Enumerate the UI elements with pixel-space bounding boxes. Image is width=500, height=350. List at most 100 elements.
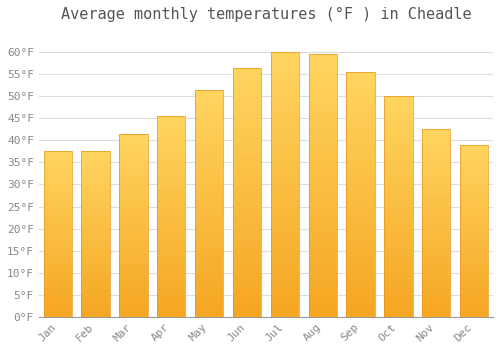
Bar [460, 310, 488, 312]
Bar [460, 145, 488, 147]
Bar [308, 73, 337, 75]
Bar [44, 203, 72, 204]
Bar [270, 227, 299, 230]
Bar [119, 315, 148, 317]
Bar [384, 147, 412, 149]
Bar [119, 299, 148, 300]
Bar [384, 182, 412, 184]
Bar [195, 142, 224, 144]
Bar [384, 310, 412, 313]
Bar [233, 172, 261, 175]
Bar [422, 251, 450, 253]
Bar [195, 310, 224, 312]
Bar [157, 178, 186, 180]
Bar [346, 92, 375, 94]
Bar [119, 257, 148, 258]
Bar [308, 120, 337, 122]
Bar [44, 181, 72, 183]
Bar [270, 269, 299, 272]
Bar [119, 223, 148, 225]
Bar [346, 148, 375, 150]
Bar [82, 257, 110, 259]
Bar [119, 163, 148, 165]
Bar [384, 248, 412, 251]
Bar [44, 310, 72, 312]
Bar [384, 136, 412, 138]
Bar [346, 75, 375, 77]
Bar [119, 176, 148, 178]
Bar [157, 226, 186, 229]
Bar [82, 229, 110, 231]
Bar [82, 158, 110, 160]
Bar [422, 225, 450, 227]
Bar [157, 237, 186, 239]
Bar [119, 134, 148, 135]
Bar [308, 204, 337, 206]
Bar [195, 292, 224, 294]
Bar [270, 100, 299, 103]
Bar [233, 245, 261, 247]
Bar [82, 206, 110, 208]
Bar [384, 279, 412, 281]
Bar [308, 94, 337, 96]
Bar [422, 231, 450, 232]
Bar [308, 236, 337, 238]
Bar [195, 146, 224, 149]
Bar [346, 287, 375, 290]
Bar [233, 170, 261, 172]
Bar [384, 152, 412, 154]
Bar [44, 260, 72, 262]
Bar [157, 215, 186, 216]
Title: Average monthly temperatures (°F ) in Cheadle: Average monthly temperatures (°F ) in Ch… [60, 7, 471, 22]
Bar [119, 247, 148, 249]
Bar [270, 63, 299, 65]
Bar [195, 203, 224, 205]
Bar [233, 117, 261, 120]
Bar [346, 241, 375, 243]
Bar [384, 138, 412, 140]
Bar [346, 99, 375, 102]
Bar [157, 299, 186, 301]
Bar [157, 309, 186, 311]
Bar [82, 290, 110, 292]
Bar [82, 310, 110, 312]
Bar [233, 70, 261, 72]
Bar [195, 287, 224, 289]
Bar [119, 244, 148, 245]
Bar [44, 164, 72, 166]
Bar [270, 166, 299, 169]
Bar [308, 296, 337, 299]
Bar [119, 245, 148, 247]
Bar [157, 285, 186, 287]
Bar [233, 132, 261, 135]
Bar [44, 274, 72, 275]
Bar [346, 309, 375, 312]
Bar [44, 290, 72, 292]
Bar [308, 164, 337, 167]
Bar [308, 254, 337, 257]
Bar [384, 224, 412, 226]
Bar [308, 54, 337, 57]
Bar [308, 212, 337, 215]
Bar [119, 229, 148, 231]
Bar [422, 197, 450, 199]
Bar [119, 297, 148, 299]
Bar [195, 294, 224, 296]
Bar [460, 202, 488, 203]
Bar [460, 152, 488, 153]
Bar [422, 139, 450, 141]
Bar [233, 219, 261, 222]
Bar [195, 233, 224, 235]
Bar [82, 180, 110, 181]
Bar [346, 297, 375, 300]
Bar [119, 266, 148, 267]
Bar [82, 231, 110, 232]
Bar [195, 162, 224, 164]
Bar [119, 267, 148, 269]
Bar [308, 112, 337, 115]
Bar [384, 123, 412, 125]
Bar [384, 290, 412, 293]
Bar [195, 306, 224, 308]
Bar [460, 224, 488, 226]
Bar [233, 294, 261, 297]
